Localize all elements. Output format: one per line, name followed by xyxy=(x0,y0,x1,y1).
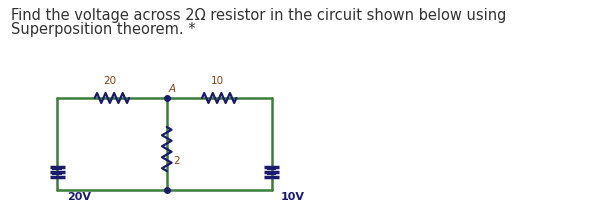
Text: Superposition theorem. *: Superposition theorem. * xyxy=(12,22,196,37)
Text: 10: 10 xyxy=(211,76,224,86)
Text: Find the voltage across 2Ω resistor in the circuit shown below using: Find the voltage across 2Ω resistor in t… xyxy=(12,8,507,23)
Text: A: A xyxy=(169,84,176,94)
Text: 20: 20 xyxy=(104,76,117,86)
Text: 10V: 10V xyxy=(281,192,305,202)
Text: 2: 2 xyxy=(174,156,180,166)
Text: 20V: 20V xyxy=(67,192,91,202)
